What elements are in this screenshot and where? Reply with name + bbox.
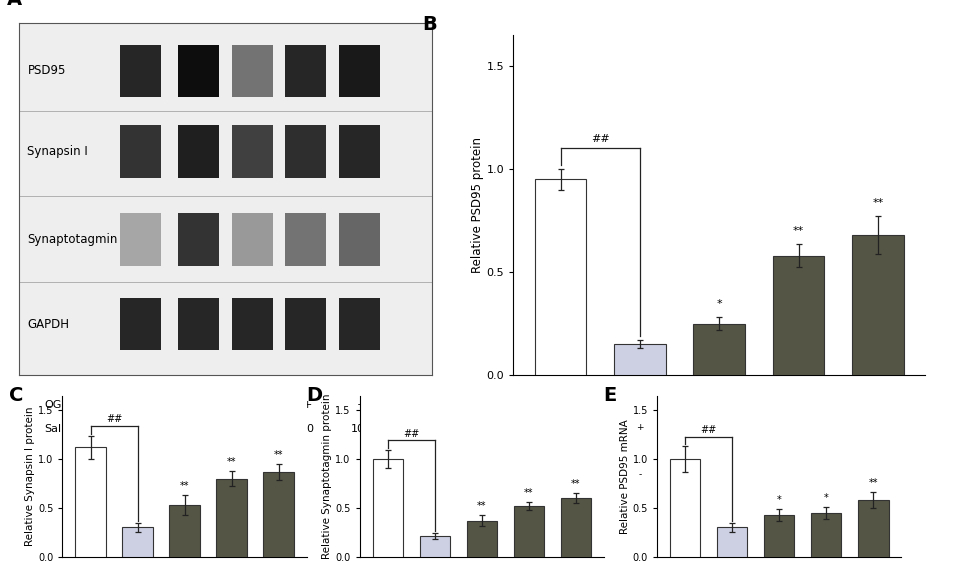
Bar xyxy=(773,255,825,375)
Bar xyxy=(535,179,586,375)
Text: **: ** xyxy=(478,501,486,511)
Bar xyxy=(285,45,326,97)
Text: **: ** xyxy=(180,481,189,491)
Y-axis label: Relative Synaptotagmin protein: Relative Synaptotagmin protein xyxy=(322,393,333,559)
Bar xyxy=(170,505,199,557)
Text: 100: 100 xyxy=(351,424,372,434)
Text: 100: 100 xyxy=(869,470,886,479)
Bar xyxy=(120,45,161,97)
Text: +: + xyxy=(196,400,205,410)
Bar xyxy=(420,536,450,557)
Text: **: ** xyxy=(274,450,284,460)
Bar xyxy=(467,520,497,557)
Text: **: ** xyxy=(793,226,805,236)
Bar xyxy=(514,506,544,557)
Text: +: + xyxy=(715,423,723,432)
Text: OGD/R: OGD/R xyxy=(439,423,469,432)
Bar xyxy=(75,447,105,557)
Text: OGD/R: OGD/R xyxy=(44,400,82,410)
Y-axis label: Relative PSD95 protein: Relative PSD95 protein xyxy=(471,137,483,273)
Bar xyxy=(178,213,220,266)
Bar xyxy=(561,498,592,557)
Text: +: + xyxy=(795,423,803,432)
Bar xyxy=(120,213,161,266)
Text: ##: ## xyxy=(403,428,419,438)
Bar xyxy=(231,298,272,350)
Bar xyxy=(231,125,272,178)
Bar xyxy=(120,298,161,350)
Text: +: + xyxy=(357,400,366,410)
Text: **: ** xyxy=(525,488,533,498)
Bar xyxy=(372,459,403,557)
Text: -: - xyxy=(141,400,145,410)
Y-axis label: Relative PSD95 mRNA: Relative PSD95 mRNA xyxy=(620,419,630,533)
Bar xyxy=(669,459,700,557)
Bar xyxy=(614,344,666,375)
Text: 10: 10 xyxy=(301,424,315,434)
Text: *: * xyxy=(824,493,829,503)
Text: E: E xyxy=(603,386,617,405)
Text: B: B xyxy=(422,15,437,34)
Bar xyxy=(339,298,380,350)
Text: **: ** xyxy=(227,457,236,467)
Text: +: + xyxy=(303,400,313,410)
Text: -: - xyxy=(559,423,562,432)
Text: GAPDH: GAPDH xyxy=(28,318,69,331)
Bar xyxy=(178,45,220,97)
Text: +: + xyxy=(874,423,881,432)
Text: ##: ## xyxy=(105,414,122,424)
Bar xyxy=(339,213,380,266)
Text: *: * xyxy=(777,495,782,505)
Bar xyxy=(123,527,152,557)
Bar xyxy=(120,125,161,178)
Text: -: - xyxy=(559,470,562,479)
Text: +: + xyxy=(249,400,259,410)
Text: +: + xyxy=(636,423,643,432)
Bar xyxy=(285,125,326,178)
Text: C: C xyxy=(9,386,23,405)
Bar xyxy=(178,298,220,350)
Bar xyxy=(858,500,889,557)
Text: Sal(μM): Sal(μM) xyxy=(44,424,86,434)
Bar xyxy=(231,213,272,266)
Text: **: ** xyxy=(572,479,581,489)
Text: **: ** xyxy=(869,478,878,488)
Bar xyxy=(811,513,841,557)
Text: 1: 1 xyxy=(250,424,258,434)
Bar xyxy=(178,125,220,178)
Bar xyxy=(717,527,747,557)
Text: -: - xyxy=(639,470,642,479)
Text: 10: 10 xyxy=(793,470,805,479)
Text: A: A xyxy=(7,0,22,9)
Bar xyxy=(285,213,326,266)
Text: PSD95: PSD95 xyxy=(28,64,66,77)
Bar xyxy=(231,45,272,97)
Text: -: - xyxy=(199,424,202,434)
Text: D: D xyxy=(306,386,322,405)
Bar xyxy=(339,45,380,97)
Text: 1: 1 xyxy=(716,470,722,479)
Text: ##: ## xyxy=(700,425,716,435)
Bar xyxy=(264,472,294,557)
Bar xyxy=(217,479,246,557)
Text: Sal(μM): Sal(μM) xyxy=(439,470,473,479)
Bar xyxy=(285,298,326,350)
Y-axis label: Relative Synapsin I protein: Relative Synapsin I protein xyxy=(25,406,35,546)
Text: Synapsin I: Synapsin I xyxy=(28,145,88,158)
Bar xyxy=(693,323,745,375)
Bar xyxy=(853,235,903,375)
Text: Synaptotagmin: Synaptotagmin xyxy=(28,233,118,246)
Bar xyxy=(764,515,794,557)
Bar xyxy=(339,125,380,178)
Text: -: - xyxy=(141,424,145,434)
Text: ##: ## xyxy=(591,134,610,144)
Text: *: * xyxy=(716,299,722,309)
Text: **: ** xyxy=(873,198,883,208)
